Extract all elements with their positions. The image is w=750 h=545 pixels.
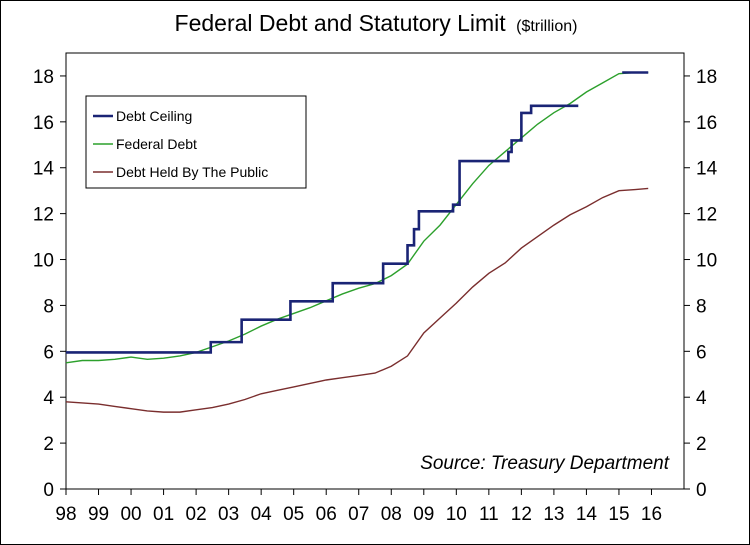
x-tick-label: 11 xyxy=(479,504,499,525)
x-tick-label: 12 xyxy=(511,504,532,525)
source-note: Source: Treasury Department xyxy=(420,453,670,474)
y-tick-label-right: 14 xyxy=(696,159,718,180)
y-tick-label-left: 6 xyxy=(43,342,54,363)
plot-area xyxy=(65,52,685,490)
x-tick-label: 01 xyxy=(153,504,174,525)
x-tick-label: 00 xyxy=(120,504,141,525)
y-tick-label-right: 6 xyxy=(696,342,707,363)
y-tick-label-right: 16 xyxy=(696,113,717,134)
y-tick-label-left: 8 xyxy=(43,296,54,317)
x-tick-label: 03 xyxy=(218,504,239,525)
x-tick-label: 06 xyxy=(316,504,337,525)
y-tick-label-left: 12 xyxy=(33,205,54,226)
x-tick-label: 15 xyxy=(608,504,629,525)
series-line-debt-ceiling xyxy=(66,104,579,354)
x-tick-label: 07 xyxy=(348,504,369,525)
x-tick-label: 13 xyxy=(543,504,564,525)
x-tick-label: 98 xyxy=(55,504,76,525)
x-tick-label: 09 xyxy=(413,504,434,525)
x-tick-label: 08 xyxy=(381,504,402,525)
y-axis-ticks: 0 0 2 2 4 4 6 6 8 8 10 10 12 12 14 14 16 16 18 18 xyxy=(33,67,718,501)
chart-title-unit: ($trillion) xyxy=(516,18,577,35)
x-tick-label: 16 xyxy=(641,504,662,525)
x-tick-label: 14 xyxy=(576,504,598,525)
x-tick-label: 10 xyxy=(446,504,467,525)
y-tick-label-left: 14 xyxy=(33,159,55,180)
y-tick-label-left: 18 xyxy=(33,67,54,88)
series-layer xyxy=(65,71,649,413)
x-tick-label: 99 xyxy=(88,504,109,525)
y-tick-label-right: 18 xyxy=(696,67,717,88)
y-tick-label-right: 10 xyxy=(696,251,717,272)
y-tick-label-right: 4 xyxy=(696,388,707,409)
y-tick-label-left: 0 xyxy=(43,480,54,501)
legend-label-federal-debt: Federal Debt xyxy=(116,136,197,152)
y-tick-label-right: 2 xyxy=(696,434,707,455)
legend-label-debt-ceiling: Debt Ceiling xyxy=(116,108,192,124)
y-tick-label-left: 10 xyxy=(33,251,54,272)
y-tick-label-right: 8 xyxy=(696,296,707,317)
y-tick-label-left: 16 xyxy=(33,113,54,134)
series-line-public-debt xyxy=(65,187,649,413)
x-tick-label: 02 xyxy=(186,504,207,525)
legend-box xyxy=(85,95,307,189)
y-tick-label-right: 0 xyxy=(696,480,707,501)
y-tick-label-left: 2 xyxy=(43,434,54,455)
series-line-federal-debt xyxy=(65,71,649,364)
chart-title-main: Federal Debt and Statutory Limit xyxy=(175,10,507,36)
legend-label-public-debt: Debt Held By The Public xyxy=(116,164,268,180)
y-tick-label-right: 12 xyxy=(696,205,717,226)
x-tick-label: 05 xyxy=(283,504,304,525)
x-tick-label: 04 xyxy=(251,504,273,525)
legend: Debt Ceiling Federal Debt Debt Held By The… xyxy=(85,95,307,189)
y-tick-label-left: 4 xyxy=(43,388,54,409)
chart-title: Federal Debt and Statutory Limit ($trill… xyxy=(175,10,578,36)
x-axis-ticks: 98 99 00 01 02 03 04 05 06 07 08 09 10 11 12 13 14 15 16 xyxy=(55,489,662,525)
